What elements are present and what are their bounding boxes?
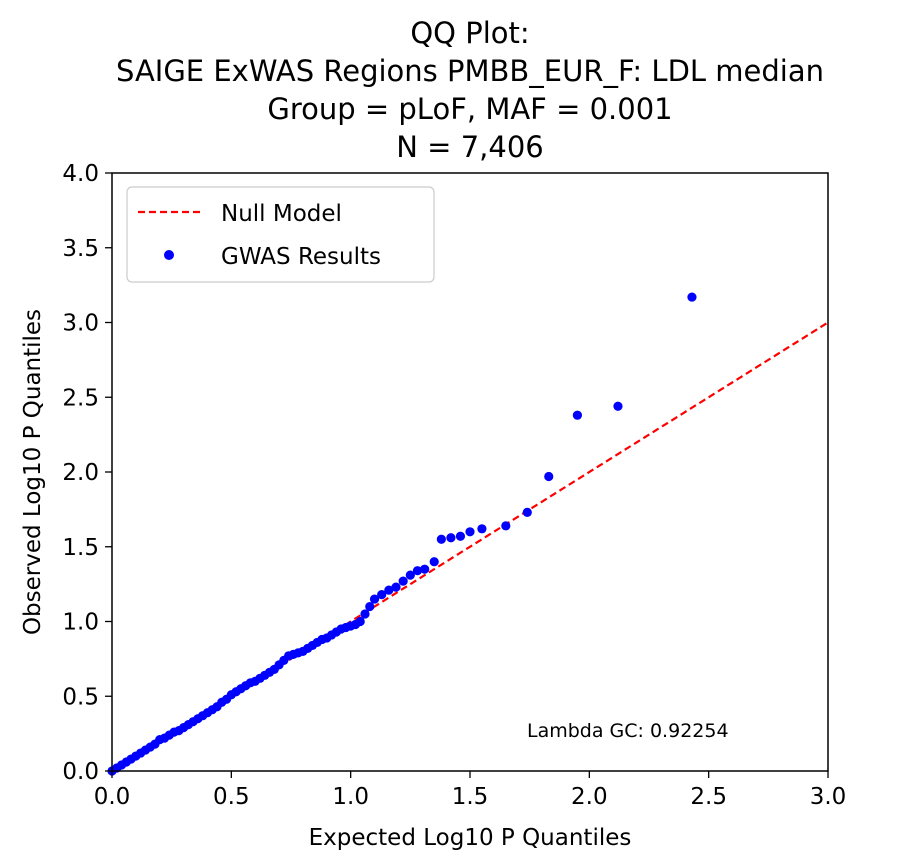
gwas-point — [369, 594, 380, 604]
gwas-point — [377, 589, 387, 600]
x-tick-label: 0.5 — [213, 784, 250, 810]
gwas-point — [446, 533, 456, 543]
y-tick-label: 3.0 — [62, 311, 99, 337]
x-tick-label: 2.5 — [690, 784, 727, 810]
x-axis-ticks: 0.0 0.5 1.0 1.5 2.0 2.5 3.0 — [94, 771, 847, 810]
chart-title: QQ Plot: SAIGE ExWAS Regions PMBB_EUR_F:… — [116, 16, 824, 164]
gwas-point — [355, 616, 365, 627]
y-tick-label: 1.0 — [62, 610, 99, 636]
lambda-gc-annotation: Lambda GC: 0.92254 — [527, 720, 729, 742]
title-line-4: N = 7,406 — [396, 130, 543, 164]
title-line-1: QQ Plot: — [410, 16, 529, 50]
gwas-point — [687, 292, 697, 302]
x-axis-label: Expected Log10 P Quantiles — [309, 825, 632, 851]
gwas-point — [465, 527, 475, 537]
gwas-point — [429, 557, 439, 567]
y-axis-ticks: 0.0 0.5 1.0 1.5 2.0 2.5 3.0 3.5 4.0 — [62, 161, 112, 785]
x-tick-label: 1.5 — [452, 784, 489, 810]
title-line-2: SAIGE ExWAS Regions PMBB_EUR_F: LDL medi… — [116, 54, 824, 88]
y-tick-label: 2.0 — [62, 460, 99, 486]
gwas-point — [544, 471, 554, 482]
y-tick-label: 2.5 — [62, 385, 99, 411]
gwas-point — [522, 507, 532, 517]
y-tick-label: 0.0 — [62, 759, 99, 785]
y-tick-label: 0.5 — [62, 684, 99, 710]
x-tick-label: 0.0 — [94, 784, 131, 810]
legend-gwas-results-label: GWAS Results — [221, 244, 381, 270]
gwas-point — [365, 601, 375, 612]
legend-null-model-label: Null Model — [221, 201, 342, 227]
gwas-point — [420, 564, 430, 574]
legend-gwas-results-swatch — [164, 250, 174, 260]
x-tick-label: 3.0 — [810, 784, 847, 810]
gwas-point — [572, 410, 583, 420]
gwas-point — [613, 401, 623, 411]
gwas-point — [477, 524, 487, 534]
gwas-point — [455, 531, 466, 541]
gwas-point — [384, 585, 394, 595]
y-tick-label: 1.5 — [62, 535, 99, 561]
legend: Null Model GWAS Results — [126, 186, 435, 283]
gwas-points-layer — [107, 292, 697, 776]
null-model-line — [111, 321, 829, 772]
title-line-3: Group = pLoF, MAF = 0.001 — [267, 92, 672, 126]
legend-box — [126, 186, 435, 283]
gwas-point — [436, 534, 446, 544]
y-tick-label: 4.0 — [62, 161, 99, 187]
x-tick-label: 1.0 — [332, 784, 369, 810]
null-model-line-layer — [111, 321, 829, 772]
gwas-point — [360, 609, 370, 619]
gwas-point — [391, 582, 401, 592]
x-tick-label: 2.0 — [571, 784, 608, 810]
gwas-point — [412, 566, 423, 576]
gwas-point — [398, 576, 408, 586]
y-tick-label: 3.5 — [62, 236, 99, 262]
gwas-point — [501, 521, 511, 531]
y-axis-label: Observed Log10 P Quantiles — [20, 309, 46, 635]
gwas-point — [405, 570, 415, 580]
